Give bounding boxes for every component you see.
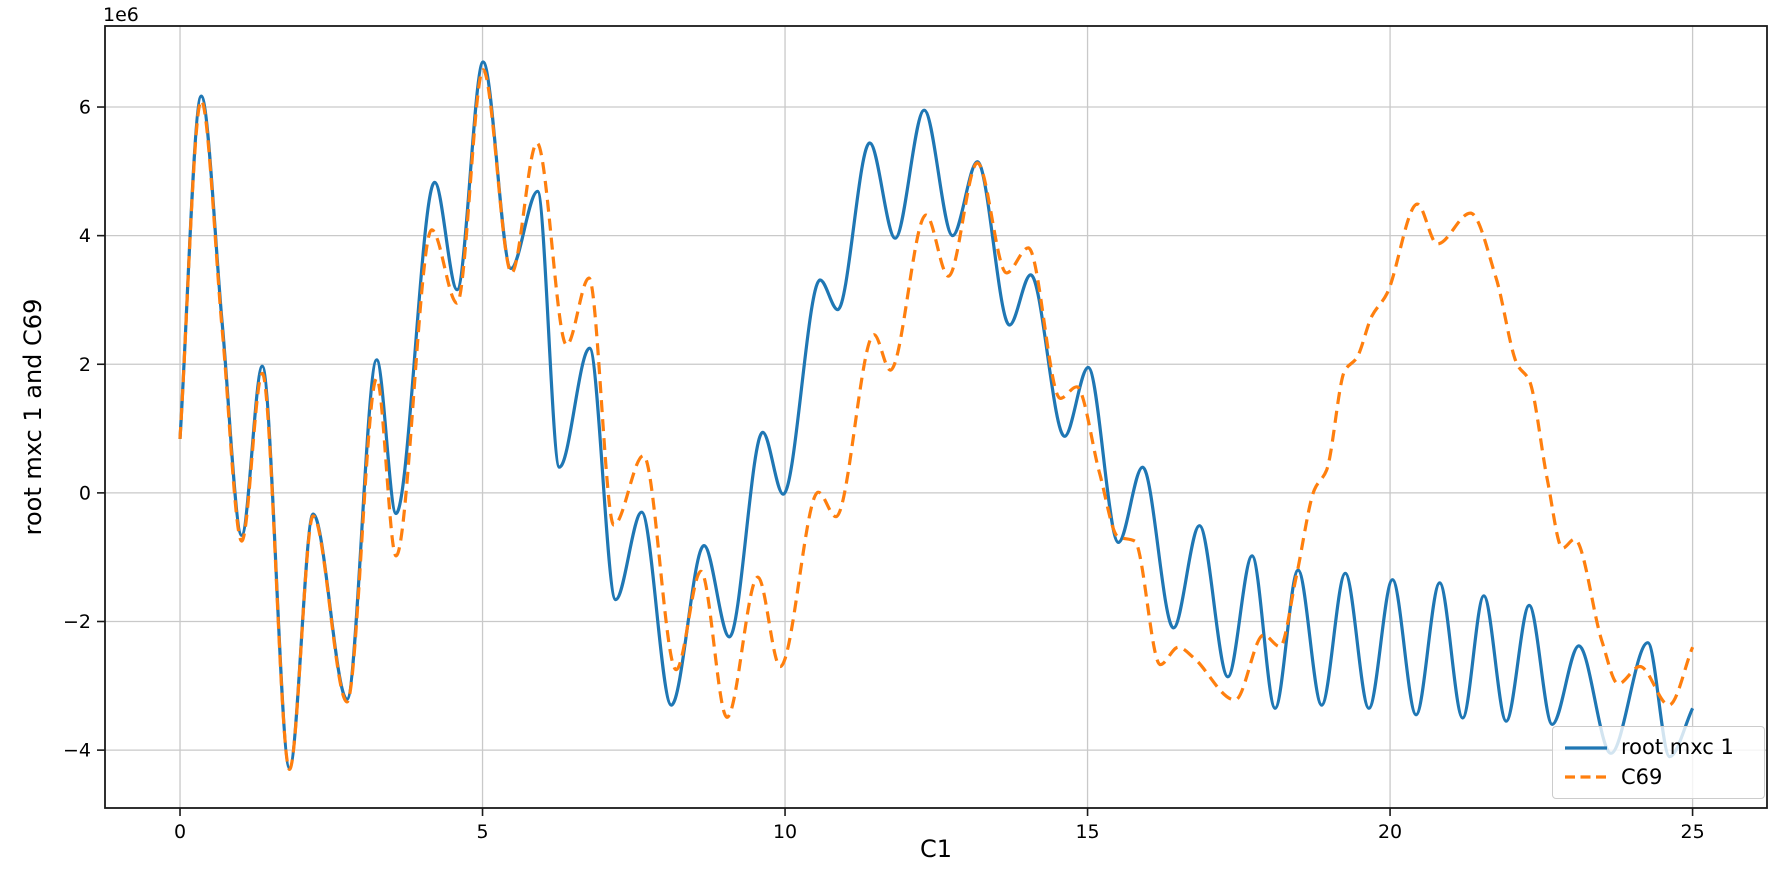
x-axis-label: C1 — [919, 835, 953, 863]
x-tick-label: 25 — [1680, 821, 1704, 843]
legend-line-solid-icon — [1565, 746, 1607, 750]
y-tick-label: 6 — [79, 97, 91, 119]
x-tick-label: 20 — [1378, 821, 1402, 843]
y-tick-label: 2 — [79, 354, 91, 376]
axes-spines — [104, 25, 1768, 809]
legend-item-c69: C69 — [1563, 763, 1754, 793]
y-axis-label: root mxc 1 and C69 — [19, 298, 47, 536]
x-tick-label: 0 — [174, 821, 186, 843]
legend-label-root-mxc-1: root mxc 1 — [1621, 735, 1734, 760]
legend-label-c69: C69 — [1621, 764, 1663, 789]
y-axis-offset-label: 1e6 — [103, 4, 139, 26]
series-line-c69 — [178, 68, 1695, 772]
y-tick-label: 4 — [79, 225, 91, 247]
x-tick-label: 15 — [1075, 821, 1099, 843]
y-tick-label: 0 — [79, 482, 91, 504]
y-tick-label: −4 — [63, 740, 91, 762]
legend: root mxc 1 C69 — [1552, 726, 1765, 799]
legend-item-root-mxc-1: root mxc 1 — [1563, 733, 1754, 763]
y-tick-label: −2 — [63, 611, 91, 633]
x-tick-label: 5 — [476, 821, 488, 843]
series-line-root-mxc-1 — [178, 60, 1695, 770]
legend-line-dashed-icon — [1565, 775, 1607, 779]
x-tick-label: 10 — [773, 821, 797, 843]
